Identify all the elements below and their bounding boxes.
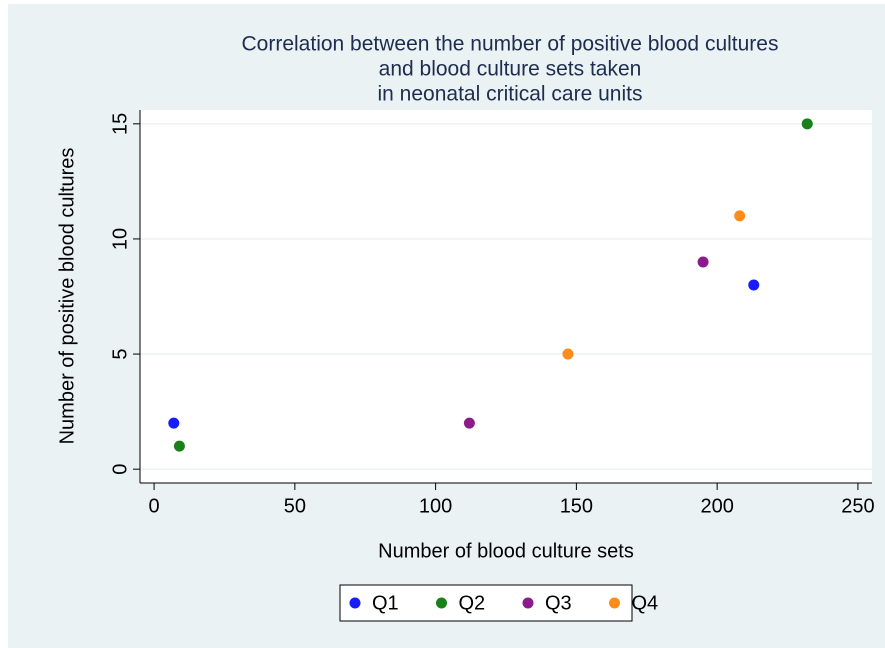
legend-label: Q1 (372, 592, 399, 614)
chart-title: Correlation between the number of positi… (242, 33, 779, 56)
plot-area (140, 110, 872, 483)
legend-marker (436, 597, 447, 609)
y-tick-label: 5 (109, 348, 131, 359)
y-axis-label: Number of positive blood cultures (56, 148, 78, 445)
legend-box (339, 584, 633, 622)
chart-title: in neonatal critical care units (378, 83, 643, 106)
x-axis-label: Number of blood culture sets (378, 540, 634, 562)
point (562, 348, 574, 360)
x-tick-label: 200 (700, 495, 733, 517)
point (697, 256, 709, 268)
x-tick-label: 50 (284, 495, 306, 517)
y-tick-label: 10 (109, 228, 131, 250)
legend-marker (522, 597, 534, 609)
x-tick-label: 250 (841, 495, 874, 517)
legend-marker (609, 597, 620, 609)
point (801, 118, 813, 130)
legend-marker (349, 597, 361, 609)
point (734, 210, 746, 222)
x-tick-label: 0 (149, 495, 160, 517)
y-tick-label: 0 (109, 464, 131, 475)
legend-label: Q4 (632, 592, 659, 614)
point (463, 417, 475, 429)
legend-label: Q3 (545, 592, 572, 614)
point (173, 440, 185, 452)
chart-title: and blood culture sets taken (379, 58, 642, 81)
point (748, 279, 760, 291)
point (168, 417, 180, 429)
x-tick-label: 100 (419, 495, 452, 517)
y-tick-label: 15 (109, 113, 131, 135)
legend-label: Q2 (459, 592, 486, 614)
x-tick-label: 150 (560, 495, 593, 517)
